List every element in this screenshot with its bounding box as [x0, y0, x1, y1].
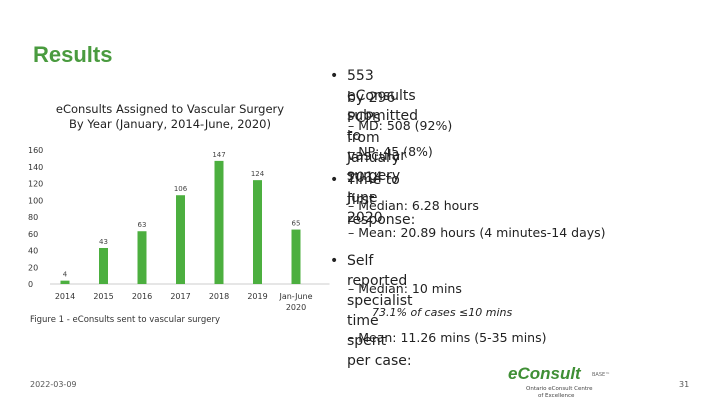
logo-tag: BASE™: [592, 372, 611, 378]
bar: [60, 280, 70, 284]
bar: [137, 231, 147, 284]
data-label: 65: [292, 220, 301, 228]
y-tick-label: 40: [28, 247, 38, 256]
bar: [291, 229, 301, 284]
data-label: 63: [138, 221, 147, 229]
x-tick-label: 2016: [132, 292, 152, 301]
slide-title: Results: [33, 42, 113, 67]
chart-title: eConsults Assigned to Vascular Surgery B…: [40, 102, 300, 132]
y-tick-label: 160: [28, 146, 43, 155]
bullet-text-line-1: 553 eConsults submitted to vascular surg…: [347, 68, 419, 184]
sub-bullet-median-hours: – Median: 6.28 hours: [348, 198, 479, 213]
data-label: 147: [212, 151, 225, 159]
note-cases-under-10-mins: 73.1% of cases ≤10 mins: [372, 306, 513, 319]
slide-date: 2022-03-09: [30, 380, 77, 389]
sub-bullet-mean-mins: – Mean: 11.26 mins (5-35 mins): [348, 330, 547, 345]
x-tick-label: 2020: [286, 303, 306, 312]
figure-caption: Figure 1 - eConsults sent to vascular su…: [30, 315, 221, 325]
logo-wordmark: eConsult: [508, 364, 581, 383]
x-tick-label: 2015: [93, 292, 113, 301]
bar: [99, 247, 108, 284]
chart-title-line-2: By Year (January, 2014-June, 2020): [69, 117, 271, 131]
bullet-text-line-2: by 296 PCPs from January 2014 – June 202…: [347, 90, 401, 226]
data-label: 124: [251, 170, 265, 178]
chart-title-line-1: eConsults Assigned to Vascular Surgery: [55, 102, 285, 116]
x-tick-label: Jan-June: [278, 292, 312, 301]
x-tick-label: 2014: [55, 292, 75, 301]
sub-bullet-np: – NP: 45 (8%): [348, 144, 433, 159]
y-tick-label: 140: [28, 163, 43, 172]
y-tick-label: 0: [28, 280, 33, 289]
data-label: 43: [99, 238, 108, 246]
bar-chart: 0 20 40 60 80 100 120 140 160 4 2014 43 2015 63 2016 10…: [28, 146, 330, 312]
bar: [253, 180, 262, 284]
data-label: 4: [63, 271, 68, 279]
data-label: 106: [174, 185, 188, 193]
econsult-logo: eConsult BASE™ Ontario eConsult Centre o…: [508, 364, 628, 400]
x-tick-label: 2017: [170, 292, 190, 301]
sub-bullet-mean-hours: – Mean: 20.89 hours (4 minutes-14 days): [348, 225, 606, 240]
page-number: 31: [679, 380, 690, 389]
x-tick-label: 2019: [247, 292, 267, 301]
y-tick-label: 100: [28, 196, 43, 205]
y-tick-label: 120: [28, 180, 43, 189]
y-tick-label: 80: [28, 213, 38, 222]
y-tick-label: 60: [28, 230, 38, 239]
y-tick-label: 20: [28, 263, 38, 272]
sub-bullet-md: – MD: 508 (92%): [348, 118, 453, 133]
bar: [214, 160, 224, 284]
logo-subtitle: Ontario eConsult Centre of Excellence: [526, 386, 593, 399]
bar: [176, 195, 185, 284]
x-tick-label: 2018: [209, 292, 229, 301]
sub-bullet-median-mins: – Median: 10 mins: [348, 281, 462, 296]
